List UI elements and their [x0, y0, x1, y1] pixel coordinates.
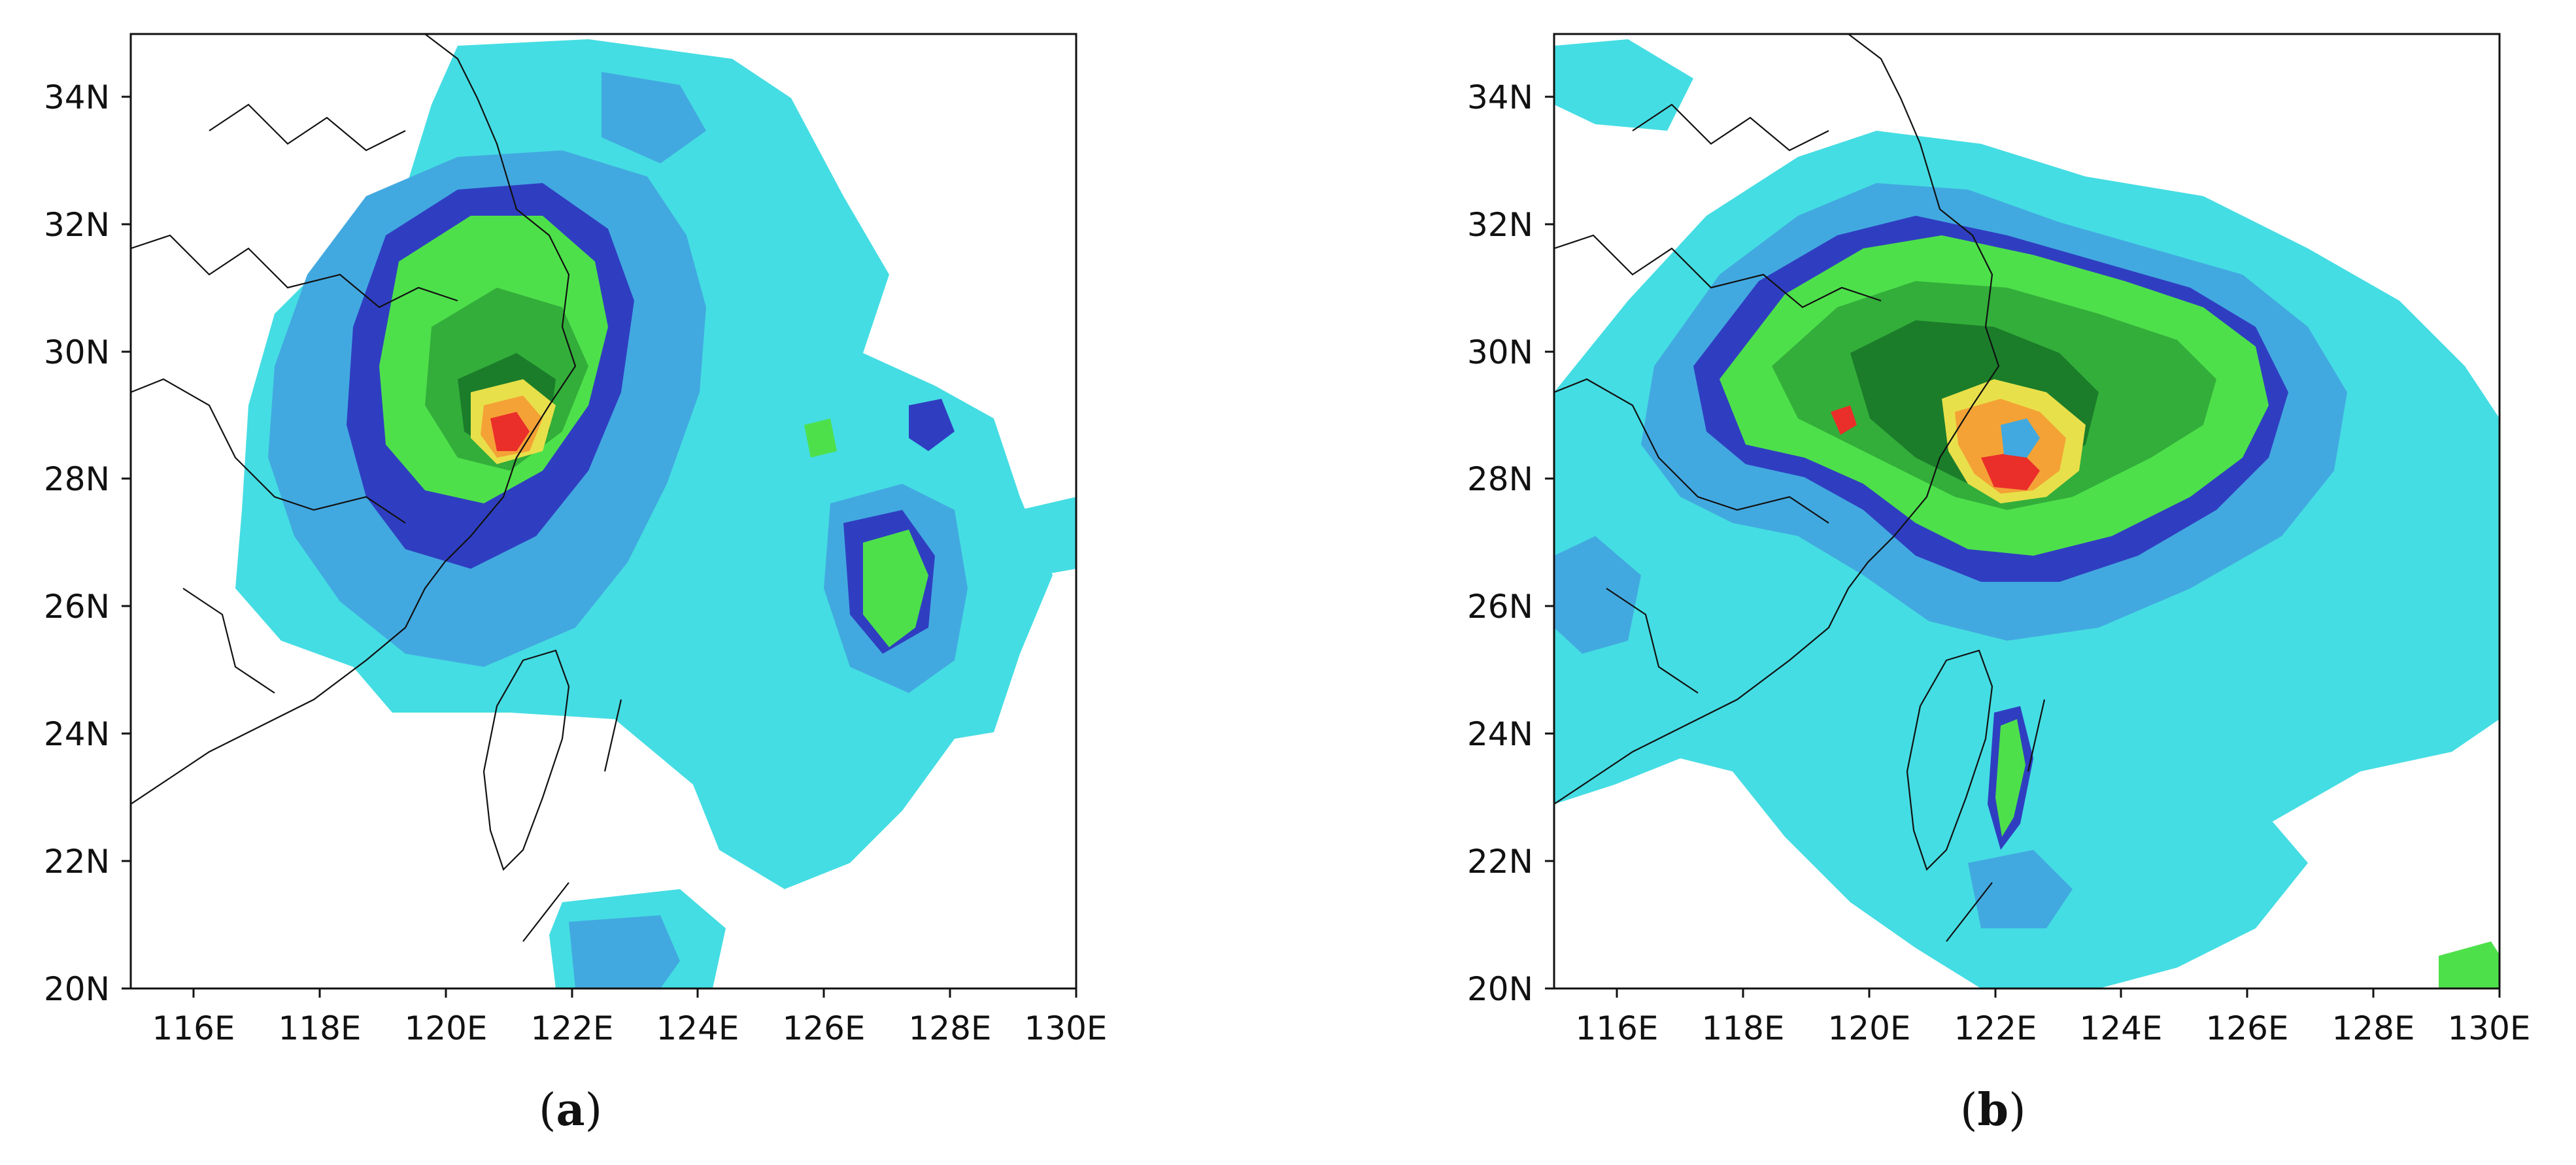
lat-label-32n: 32N: [44, 206, 110, 244]
precip-field-b: [1554, 39, 2500, 988]
taiwan-b: [1906, 649, 1993, 871]
panel-label-b-open: (: [1960, 1085, 1978, 1136]
precip-light-cyan-b-nw: [1554, 39, 1693, 131]
precip-light-green-b-taiwan: [1995, 719, 2025, 837]
precip-sky-blue-a-upper: [602, 72, 706, 163]
lat-labels-a: 34N 32N 30N 28N 26N 24N 22N 20N: [44, 78, 110, 1008]
map-b: 34N 32N 30N 28N 26N 24N 22N 20N 116E 118…: [1467, 33, 2531, 1047]
province-border-b-4: [1632, 103, 1829, 152]
china-coastline-a: [131, 34, 577, 805]
lon-label-118e: 118E: [278, 1009, 361, 1047]
map-frame-b: [1553, 33, 2501, 990]
lat-label-22n: 22N: [44, 843, 110, 881]
lon-label-120e: 120E: [404, 1009, 487, 1047]
lon-label-116e: 116E: [152, 1009, 235, 1047]
trackline-b-2: [1946, 882, 1993, 942]
lat-label-34n: 34N: [44, 78, 110, 116]
lat-labels-b: 34N 32N 30N 28N 26N 24N 22N 20N: [1467, 78, 1533, 1008]
province-border-b-2: [1554, 378, 1829, 524]
lon-label-122e: 122E: [530, 1009, 613, 1047]
map-frame-a: [129, 33, 1077, 990]
precip-red-b: [1981, 451, 2040, 490]
lon-label-120e-b: 120E: [1827, 1009, 1910, 1047]
province-border-b-1: [1554, 234, 1882, 309]
taiwan-a: [483, 649, 570, 871]
ticks-b: [1545, 95, 2501, 998]
lon-label-122e-b: 122E: [1954, 1009, 2037, 1047]
lat-label-22n-b: 22N: [1467, 843, 1533, 881]
precip-light-green-a-cell: [804, 418, 837, 458]
lon-label-128e: 128E: [908, 1009, 991, 1047]
lon-label-130e: 130E: [1024, 1009, 1107, 1047]
lon-label-126e-b: 126E: [2205, 1009, 2288, 1047]
lat-label-30n: 30N: [44, 333, 110, 371]
panel-label-b-close: ): [2008, 1085, 2026, 1136]
lat-label-20n-b: 20N: [1467, 970, 1533, 1008]
panel-b: 34N 32N 30N 28N 26N 24N 22N 20N 116E 118…: [1288, 0, 2576, 1165]
lon-label-124e-b: 124E: [2079, 1009, 2162, 1047]
lon-label-124e: 124E: [656, 1009, 739, 1047]
lat-label-28n: 28N: [44, 460, 110, 498]
panel-label-a-open: (: [539, 1085, 556, 1136]
ticks-a: [122, 95, 1077, 998]
typhoon-eye-b: [2001, 418, 2040, 458]
lon-label-118e-b: 118E: [1701, 1009, 1784, 1047]
province-border-a-4: [209, 103, 406, 152]
precip-light-green-b-se: [2439, 941, 2500, 988]
panel-a: 34N 32N 30N 28N 26N 24N 22N 20N 116E 118…: [44, 33, 1108, 1136]
lon-label-128e-b: 128E: [2331, 1009, 2415, 1047]
precip-dark-blue-a-cell1: [909, 399, 955, 451]
panel-label-b: (b): [1960, 1084, 2026, 1136]
precip-light-green-a-east: [863, 530, 928, 647]
lon-label-126e: 126E: [782, 1009, 865, 1047]
lat-label-28n-b: 28N: [1467, 460, 1533, 498]
trackline-b-1: [2027, 699, 2046, 772]
map-a: 34N 32N 30N 28N 26N 24N 22N 20N 116E 118…: [44, 33, 1108, 1047]
lat-label-24n-b: 24N: [1467, 715, 1533, 753]
lat-label-26n-b: 26N: [1467, 588, 1533, 626]
precip-sky-blue-a-south: [569, 915, 680, 988]
precip-red-a: [490, 412, 530, 451]
trackline-a-1: [603, 699, 622, 772]
lat-label-24n: 24N: [44, 715, 110, 753]
lat-label-32n-b: 32N: [1467, 206, 1533, 244]
china-coastline-b: [1554, 34, 2000, 805]
lat-label-34n-b: 34N: [1467, 78, 1533, 116]
panel-label-b-letter: b: [1977, 1084, 2009, 1136]
lon-label-116e-b: 116E: [1575, 1009, 1658, 1047]
lon-labels-b: 116E 118E 120E 122E 124E 126E 128E 130E: [1575, 1009, 2530, 1047]
province-border-b-3: [1606, 588, 1699, 694]
panel-label-a-close: ): [585, 1085, 603, 1136]
lat-label-26n: 26N: [44, 588, 110, 626]
province-border-a-3: [182, 588, 275, 694]
precip-sky-blue-b-south: [1968, 850, 2073, 928]
province-border-a-2: [131, 378, 406, 524]
precip-light-cyan-b-south: [1968, 798, 2308, 988]
precip-field-a: [235, 39, 1076, 988]
lat-label-30n-b: 30N: [1467, 333, 1533, 371]
lon-labels-a: 116E 118E 120E 122E 124E 126E 128E 130E: [152, 1009, 1107, 1047]
province-border-a-1: [131, 234, 458, 309]
coastline-a: [131, 34, 622, 942]
coastline-b: [1554, 34, 2046, 942]
lat-label-20n: 20N: [44, 970, 110, 1008]
panel-label-a: (a): [539, 1084, 602, 1136]
trackline-a-2: [522, 882, 569, 942]
precip-light-cyan-a-east: [1020, 497, 1076, 575]
lon-label-130e-b: 130E: [2447, 1009, 2530, 1047]
panel-label-a-letter: a: [556, 1084, 585, 1136]
precip-red-b-west: [1831, 405, 1857, 435]
precip-sky-blue-b-west: [1554, 536, 1641, 654]
